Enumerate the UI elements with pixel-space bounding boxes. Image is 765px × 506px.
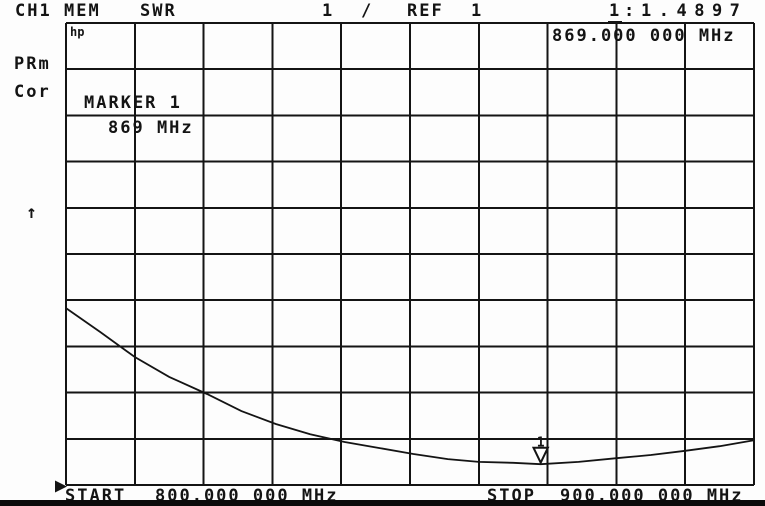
format-label: SWR [140,1,177,21]
marker-1-number-label: 1 [537,436,545,451]
ref-label: REF [407,1,444,21]
marker-1-triangle-icon [531,446,550,466]
trace-type-label: MEM [64,1,101,21]
hp-logo: hp [70,25,85,39]
status-prm: PRm [14,54,51,74]
marker-annotation-title: MARKER 1 [84,93,182,113]
graticule [65,22,755,486]
status-cor: Cor [14,82,51,102]
active-marker-frequency-readout: 869.000 000 MHz [552,26,736,46]
marker-readout-value: 1.4897 [641,1,748,21]
screen-bottom-bezel-bar [0,500,765,506]
channel-label: CH1 [15,1,52,21]
swr-trace [65,307,755,466]
scale-ref-separator: / [361,1,374,21]
marker-number-underlined: 1 [608,1,623,23]
ref-value: 1 [471,1,484,21]
marker-readout-colon: : [624,1,637,21]
ref-position-up-arrow-icon: ↑ [26,202,37,223]
marker-annotation-freq: 869 MHz [108,118,194,138]
scale-value: 1 [322,1,335,21]
marker-readout-number: 1 [608,1,623,23]
ref-line-arrow-icon [55,480,67,493]
